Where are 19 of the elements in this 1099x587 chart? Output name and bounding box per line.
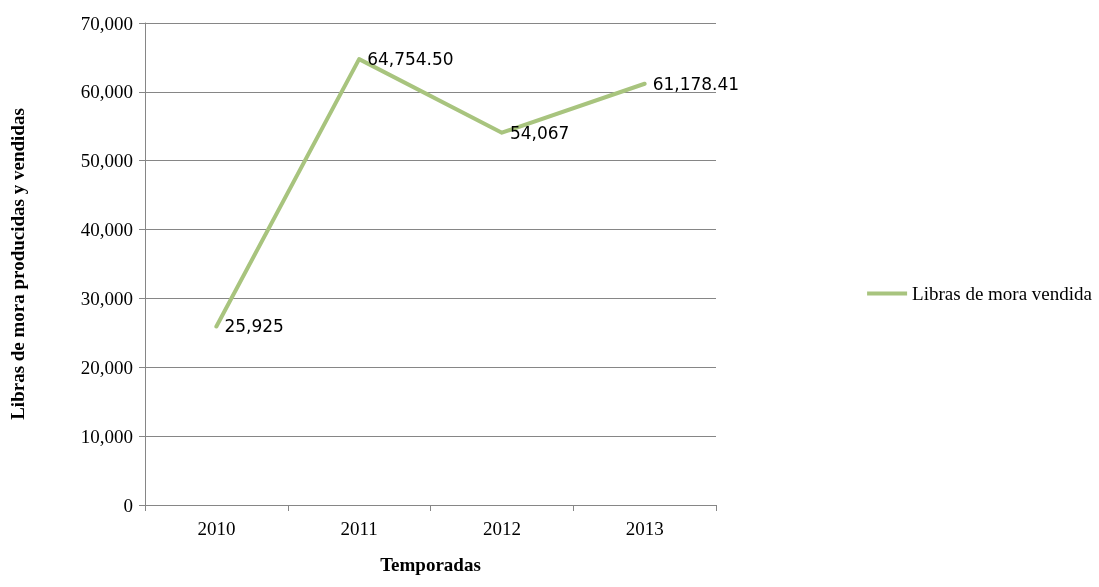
x-tick-label: 2010 xyxy=(197,518,236,539)
y-axis-title: Libras de mora producidas y vendidas xyxy=(7,108,28,420)
data-label: 61,178.41 xyxy=(652,73,740,94)
x-tick-label: 2011 xyxy=(340,518,378,539)
y-tick-label: 70,000 xyxy=(80,12,133,34)
x-tick-label: 2013 xyxy=(625,518,664,539)
data-label: 54,067 xyxy=(509,122,570,143)
y-tick-label: 20,000 xyxy=(80,356,133,378)
y-tick-label: 60,000 xyxy=(80,81,133,103)
y-tick-label: 0 xyxy=(123,494,133,516)
x-tick-label: 2012 xyxy=(482,518,521,539)
y-tick-label: 40,000 xyxy=(80,219,133,241)
y-tick-label: 50,000 xyxy=(80,150,133,172)
data-label: 64,754.50 xyxy=(367,49,454,70)
data-label: 25,925 xyxy=(224,316,284,337)
legend-label: Libras de mora vendida xyxy=(912,283,1093,304)
y-tick-label: 30,000 xyxy=(80,287,133,309)
x-axis-title: Temporadas xyxy=(380,554,481,575)
y-tick-label: 10,000 xyxy=(80,425,133,447)
